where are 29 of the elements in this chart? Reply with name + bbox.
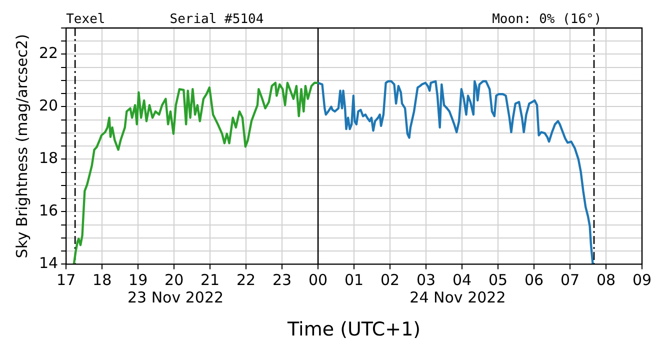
- x-tick-label: 01: [344, 271, 364, 290]
- x-tick-label: 21: [200, 271, 220, 290]
- y-tick-label: 18: [38, 149, 58, 168]
- x-tick-label: 07: [560, 271, 580, 290]
- x-tick-label: 03: [416, 271, 436, 290]
- text: Serial #5104: [170, 12, 264, 27]
- x-tick-label: 04: [452, 271, 472, 290]
- y-tick-label: 14: [38, 254, 58, 272]
- x-tick-label: 02: [380, 271, 400, 290]
- x-tick-label: 20: [164, 271, 184, 290]
- x-tick-label: 23: [272, 271, 292, 290]
- text: Moon: 0% (16°): [492, 12, 602, 27]
- x-tick-label: 09: [632, 271, 652, 290]
- y-tick-label: 22: [38, 44, 58, 62]
- x-tick-label: 18: [92, 271, 112, 290]
- x-tick-label: 22: [236, 271, 256, 290]
- x-tick-label: 06: [524, 271, 544, 290]
- x-tick-label: 17: [56, 271, 76, 290]
- y-tick-label: 20: [38, 96, 58, 115]
- x-tick-label: 05: [488, 271, 508, 290]
- x-tick-label: 00: [308, 271, 328, 290]
- x-tick-label: 19: [128, 271, 148, 290]
- text: 24 Nov 2022: [410, 288, 506, 307]
- text: 23 Nov 2022: [127, 288, 224, 307]
- y-axis-title: Sky Brightness (mag/arcsec2): [12, 34, 31, 258]
- y-tick-label: 16: [38, 202, 58, 220]
- x-tick-label: 08: [596, 271, 616, 290]
- x-axis-title: Time (UTC+1): [286, 318, 421, 341]
- text: Texel: [66, 12, 106, 27]
